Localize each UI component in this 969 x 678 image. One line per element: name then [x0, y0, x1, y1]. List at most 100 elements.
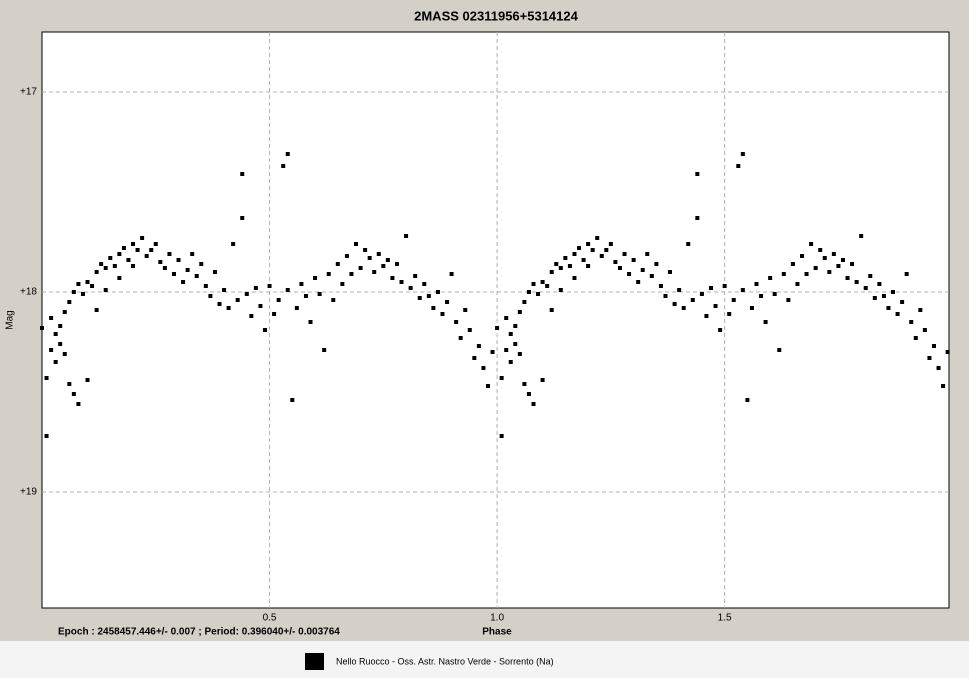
point [608, 242, 613, 246]
point [909, 320, 914, 324]
point [581, 258, 586, 262]
point [162, 266, 167, 270]
point [222, 288, 227, 292]
point [836, 264, 841, 268]
point [722, 284, 727, 288]
point [526, 290, 531, 294]
point [686, 242, 691, 246]
point [809, 242, 814, 246]
point [231, 242, 236, 246]
point [658, 284, 663, 288]
point [262, 328, 267, 332]
point [140, 236, 145, 240]
point [399, 280, 404, 284]
point [754, 282, 759, 286]
point [927, 356, 932, 360]
point [385, 258, 390, 262]
point [540, 378, 545, 382]
point [922, 328, 927, 332]
point [71, 290, 76, 294]
point [144, 254, 149, 258]
point [813, 266, 818, 270]
point [640, 268, 645, 272]
point [504, 348, 509, 352]
point [567, 264, 572, 268]
point [335, 262, 340, 266]
chart-title: 2MASS 02311956+5314124 [414, 8, 578, 23]
point [363, 248, 368, 252]
point [558, 288, 563, 292]
point [349, 272, 354, 276]
x-axis-label: Phase [482, 627, 512, 638]
point [131, 242, 136, 246]
point [344, 254, 349, 258]
plot-area [41, 31, 950, 609]
point [354, 242, 359, 246]
point [463, 308, 468, 312]
point [294, 306, 299, 310]
point [572, 252, 577, 256]
point [485, 384, 490, 388]
point [531, 402, 536, 406]
point [440, 312, 445, 316]
point [331, 298, 336, 302]
point [322, 348, 327, 352]
point [713, 304, 718, 308]
point [167, 252, 172, 256]
point [695, 216, 700, 220]
point [235, 298, 240, 302]
point [645, 252, 650, 256]
point [76, 402, 81, 406]
point [517, 352, 522, 356]
point [326, 272, 331, 276]
point [668, 270, 673, 274]
point [800, 254, 805, 258]
point [690, 298, 695, 302]
point [413, 274, 418, 278]
point [790, 262, 795, 266]
point [49, 316, 54, 320]
point [285, 288, 290, 292]
point [677, 288, 682, 292]
point [85, 280, 90, 284]
point [458, 336, 463, 340]
point [740, 288, 745, 292]
point [768, 276, 773, 280]
point [299, 282, 304, 286]
point [53, 332, 58, 336]
point [240, 172, 245, 176]
point [822, 256, 827, 260]
point [545, 284, 550, 288]
point [727, 312, 732, 316]
point [190, 252, 195, 256]
point [103, 266, 108, 270]
point [171, 272, 176, 276]
point [772, 292, 777, 296]
point [863, 286, 868, 290]
point [663, 294, 668, 298]
point [681, 306, 686, 310]
point [408, 286, 413, 290]
point [736, 164, 741, 168]
point [58, 324, 63, 328]
point [672, 302, 677, 306]
point [199, 262, 204, 266]
point [422, 282, 427, 286]
point [495, 326, 500, 330]
point [258, 304, 263, 308]
point [763, 320, 768, 324]
x-tick-label: 1.5 [718, 613, 732, 624]
point [58, 342, 63, 346]
grid [42, 32, 949, 608]
y-tick-label: +18 [20, 287, 37, 298]
point [604, 248, 609, 252]
point [135, 248, 140, 252]
x-tick-label: 0.5 [263, 613, 277, 624]
point [859, 234, 864, 238]
point [431, 306, 436, 310]
point [745, 398, 750, 402]
point [499, 434, 504, 438]
point [513, 342, 518, 346]
point [731, 298, 736, 302]
